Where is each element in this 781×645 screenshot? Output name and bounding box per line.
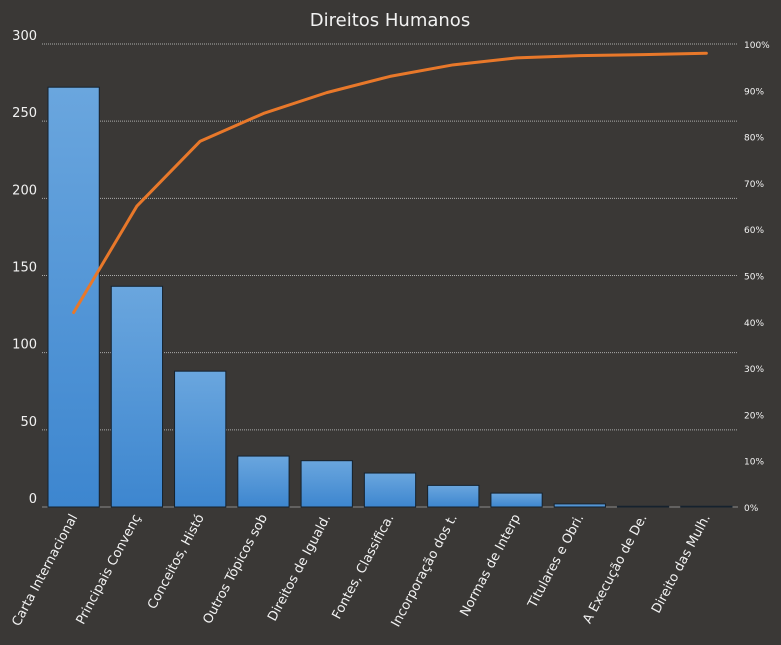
bar: [490, 492, 543, 508]
bar: [363, 472, 417, 508]
right-tick-label: 60%: [744, 226, 764, 236]
bar: [237, 455, 290, 508]
right-tick-label: 50%: [744, 273, 764, 283]
bar: [616, 505, 670, 508]
bar: [110, 285, 164, 508]
right-tick-label: 20%: [744, 411, 764, 421]
left-tick-label: 150: [12, 261, 37, 276]
left-tick-label: 100: [12, 338, 37, 353]
bars-layer: [47, 86, 733, 508]
left-tick-label: 0: [29, 492, 37, 507]
cumulative-line: [72, 51, 708, 315]
right-tick-label: 90%: [744, 87, 764, 97]
bar: [174, 370, 227, 508]
right-tick-label: 40%: [744, 319, 764, 329]
chart-title: Direitos Humanos: [310, 10, 470, 31]
left-tick-label: 300: [12, 29, 37, 44]
bar: [47, 86, 100, 508]
right-tick-label: 10%: [744, 458, 764, 468]
bar: [553, 503, 606, 508]
bar: [680, 505, 733, 508]
right-axis: 0% 10% 20% 30% 40% 50% 60% 70% 80% 90% 100%: [744, 41, 770, 514]
line-layer: [72, 51, 708, 315]
right-tick-label: 30%: [744, 365, 764, 375]
bar: [300, 460, 353, 508]
left-tick-label: 50: [20, 415, 37, 430]
left-tick-label: 250: [12, 106, 37, 121]
right-tick-label: 80%: [744, 134, 764, 144]
right-tick-label: 100%: [744, 41, 770, 51]
left-tick-label: 200: [12, 183, 37, 198]
left-axis: 0 50 100 150 200 250 300: [12, 29, 37, 507]
right-tick-label: 0%: [744, 504, 759, 514]
right-tick-label: 70%: [744, 180, 764, 190]
bar: [427, 484, 480, 508]
